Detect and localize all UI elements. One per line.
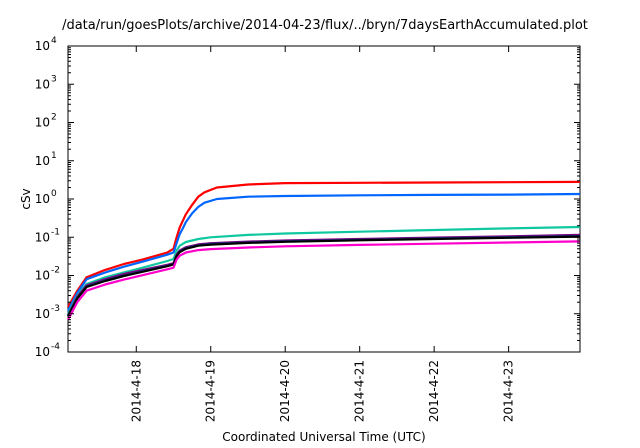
y-tick-base: 10 [35,39,50,53]
x-axis: 2014-4-18 2014-4-19 2014-4-20 2014-4-21 2014… [129,46,516,422]
series-line-2 [67,192,581,312]
series-line-6 [67,235,581,317]
y-tick-exponent: 1 [51,151,57,161]
y-tick-label: 10 4 [35,36,57,53]
x-tick-label: 2014-4-19 [204,360,218,422]
y-tick-base: 10 [35,269,50,283]
y-tick-base: 10 [35,116,50,130]
x-tick-label: 2014-4-20 [278,360,292,422]
series-line-1 [67,180,581,308]
x-tick-label: 2014-4-23 [502,360,516,422]
x-tick-label: 2014-4-18 [129,360,143,422]
y-tick-label: 10 -1 [35,227,60,244]
y-tick-base: 10 [35,77,50,91]
y-tick-label: 10 0 [35,189,57,206]
series-line-7 [67,240,581,321]
y-tick-label: 10 -2 [35,266,60,283]
y-tick-base: 10 [35,307,50,321]
y-tick-exponent: 4 [51,36,57,46]
plot-area-frame [67,45,581,353]
y-tick-exponent: -3 [51,304,60,314]
y-tick-exponent: -1 [51,227,60,237]
y-axis-label: cSv [19,188,33,209]
series-line-3 [67,225,581,315]
y-tick-label: 10 1 [35,151,57,168]
y-tick-exponent: -4 [51,342,60,352]
y-tick-exponent: -2 [51,266,60,276]
x-axis-label: Coordinated Universal Time (UTC) [222,430,425,444]
y-tick-exponent: 2 [51,113,57,123]
y-tick-label: 10 -3 [35,304,60,321]
y-tick-label: 10 -4 [35,342,61,359]
x-tick-label: 2014-4-21 [353,360,367,422]
y-tick-base: 10 [35,154,50,168]
y-tick-base: 10 [35,345,50,359]
y-tick-exponent: 3 [51,74,57,84]
x-tick-label: 2014-4-22 [427,360,441,422]
y-tick-label: 10 2 [35,113,57,130]
y-tick-label: 10 3 [35,74,57,91]
y-tick-base: 10 [35,192,50,206]
y-tick-exponent: 0 [51,189,57,199]
series-layer [67,180,581,321]
y-tick-base: 10 [35,230,50,244]
chart-title: /data/run/goesPlots/archive/2014-04-23/f… [62,18,588,33]
